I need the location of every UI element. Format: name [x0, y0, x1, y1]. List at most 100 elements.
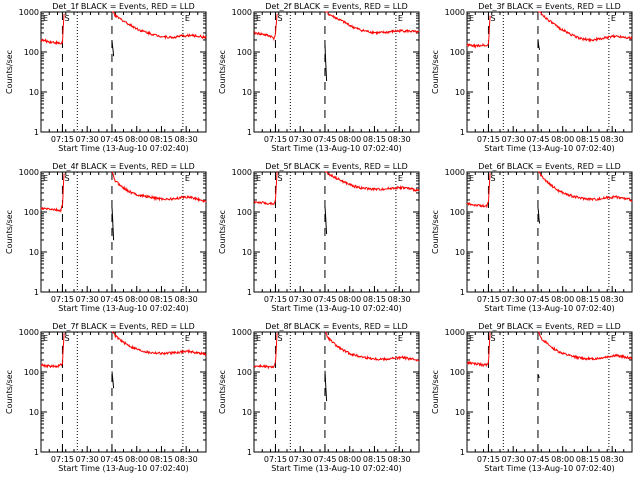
chart-panel-7: Det_7f BLACK = Events, RED = LLD 1 10 100 10…: [5, 322, 207, 473]
end-marker-label: E: [43, 14, 48, 23]
x-tick-label: 08:15: [150, 295, 173, 304]
y-tick-label: 1: [247, 288, 252, 297]
end-marker-label: E: [398, 174, 403, 183]
y-axis-label: Counts/sec: [5, 50, 14, 94]
lld-series-line: [253, 331, 420, 370]
x-tick-label: 08:00: [125, 135, 148, 144]
y-tick-label: 100: [24, 48, 39, 57]
x-tick-label: 08:30: [175, 295, 198, 304]
plot-frame: [466, 331, 633, 453]
x-tick-label: 08:15: [150, 455, 173, 464]
chart-panel-3: Det_3f BLACK = Events, RED = LLD 1 10 100 10…: [431, 2, 633, 153]
x-tick-label: 08:00: [125, 295, 148, 304]
chart-panel-8: Det_8f BLACK = Events, RED = LLD 1 10 100 10…: [218, 322, 420, 473]
events-series-line: [111, 371, 115, 389]
chart-panel-1: Det_1f BLACK = Events, RED = LLD 1 10 100 10…: [5, 2, 207, 153]
x-tick-label: 08:15: [576, 295, 599, 304]
x-tick-label: 07:45: [526, 455, 549, 464]
end-marker-label: E: [43, 174, 48, 183]
x-tick-label: 07:45: [100, 455, 123, 464]
y-tick-label: 100: [24, 368, 39, 377]
x-tick-label: 08:30: [601, 295, 624, 304]
plot-frame: [40, 11, 207, 133]
x-tick-label: 08:00: [551, 295, 574, 304]
y-tick-label: 10: [455, 408, 465, 417]
x-tick-label: 07:30: [502, 295, 525, 304]
y-tick-label: 1: [34, 288, 39, 297]
x-tick-label: 07:30: [289, 135, 312, 144]
events-series-line: [537, 374, 540, 379]
x-tick-label: 07:15: [477, 295, 500, 304]
y-tick-label: 1000: [445, 168, 465, 177]
x-tick-label: 07:45: [313, 135, 336, 144]
y-tick-label: 1000: [232, 168, 252, 177]
lld-series-line: [40, 331, 207, 369]
x-tick-label: 07:30: [502, 455, 525, 464]
x-tick-label: 08:30: [388, 135, 411, 144]
y-axis-label: Counts/sec: [5, 210, 14, 254]
y-tick-label: 100: [237, 368, 252, 377]
y-tick-label: 100: [450, 48, 465, 57]
end-marker-label: E: [256, 174, 261, 183]
y-tick-label: 10: [29, 408, 39, 417]
chart-panel-6: Det_6f BLACK = Events, RED = LLD 1 10 100 10…: [431, 162, 633, 313]
x-tick-label: 07:45: [100, 135, 123, 144]
y-tick-label: 1: [460, 128, 465, 137]
x-tick-label: 07:45: [313, 455, 336, 464]
y-tick-label: 10: [242, 248, 252, 257]
x-tick-label: 08:00: [338, 455, 361, 464]
events-series-line: [324, 44, 328, 82]
x-tick-label: 08:00: [125, 455, 148, 464]
chart-panel-5: Det_5f BLACK = Events, RED = LLD 1 10 100 10…: [218, 162, 420, 313]
end-marker-label: E: [256, 14, 261, 23]
x-tick-label: 07:30: [502, 135, 525, 144]
y-tick-label: 10: [242, 408, 252, 417]
start-marker-label: S: [277, 14, 282, 23]
plot-frame: [253, 171, 420, 293]
y-tick-label: 1: [34, 128, 39, 137]
y-tick-label: 100: [237, 208, 252, 217]
chart-title: Det_4f BLACK = Events, RED = LLD: [52, 162, 195, 171]
chart-title: Det_2f BLACK = Events, RED = LLD: [265, 2, 408, 11]
y-tick-label: 10: [455, 88, 465, 97]
x-tick-label: 08:15: [576, 455, 599, 464]
x-tick-label: 07:30: [289, 455, 312, 464]
x-tick-label: 08:15: [363, 455, 386, 464]
x-axis-label: Start Time (13-Aug-10 07:02:40): [58, 144, 189, 153]
lld-series-line: [40, 171, 207, 214]
lld-series-line: [40, 11, 207, 46]
x-tick-label: 07:45: [526, 135, 549, 144]
x-axis-label: Start Time (13-Aug-10 07:02:40): [484, 464, 615, 473]
plot-frame: [253, 11, 420, 133]
events-series-line: [537, 207, 541, 224]
y-tick-label: 1: [247, 448, 252, 457]
x-axis-label: Start Time (13-Aug-10 07:02:40): [484, 144, 615, 153]
y-tick-label: 1000: [19, 168, 39, 177]
chart-title: Det_5f BLACK = Events, RED = LLD: [265, 162, 408, 171]
y-tick-label: 100: [24, 208, 39, 217]
y-axis-label: Counts/sec: [218, 50, 227, 94]
x-tick-label: 07:30: [76, 135, 99, 144]
x-tick-label: 08:00: [338, 135, 361, 144]
plot-frame: [466, 171, 633, 293]
y-axis-label: Counts/sec: [218, 370, 227, 414]
plot-frame: [253, 331, 420, 453]
y-tick-label: 1: [460, 448, 465, 457]
x-tick-label: 07:45: [313, 295, 336, 304]
x-tick-label: 07:15: [51, 295, 74, 304]
end-marker-label: E: [611, 174, 616, 183]
end-marker-label: E: [398, 14, 403, 23]
x-axis-label: Start Time (13-Aug-10 07:02:40): [271, 304, 402, 313]
start-marker-label: S: [490, 174, 495, 183]
y-tick-label: 100: [450, 208, 465, 217]
y-axis-label: Counts/sec: [5, 370, 14, 414]
x-tick-label: 07:30: [289, 295, 312, 304]
end-marker-label: E: [469, 334, 474, 343]
end-marker-label: E: [469, 174, 474, 183]
end-marker-label: E: [256, 334, 261, 343]
y-tick-label: 10: [455, 248, 465, 257]
start-marker-label: S: [64, 334, 69, 343]
end-marker-label: E: [611, 14, 616, 23]
y-tick-label: 100: [450, 368, 465, 377]
